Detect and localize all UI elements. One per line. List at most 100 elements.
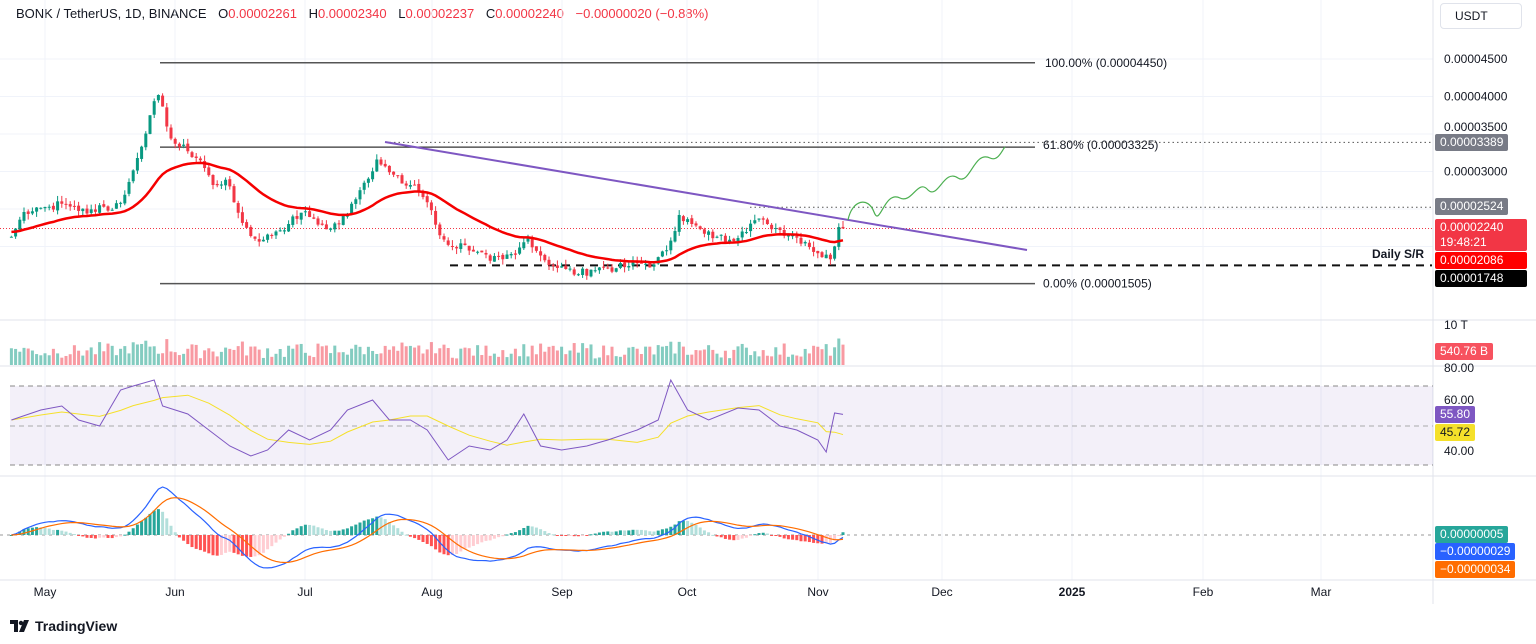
candle-body [85,208,89,214]
candle-body [26,211,30,214]
candle-body [434,210,438,225]
volume-bar [530,345,534,365]
macd-histogram-bar [366,519,370,535]
time-axis-tick: Nov [807,585,828,599]
time-axis: May Jun Jul Aug Sep Oct Nov Dec 2025 Feb Mar [34,585,1332,599]
volume-bar [110,345,114,365]
candle-body [43,206,47,209]
candle-body [837,227,841,247]
candle-body [677,215,681,232]
candle-body [564,265,568,269]
candle-body [89,209,93,213]
candle-body [51,205,55,210]
macd-histogram-bar [123,534,127,536]
macd-histogram-bar [308,524,312,535]
tradingview-logo[interactable]: TradingView [10,618,117,634]
volume-bar [618,356,622,365]
macd-histogram-bar [799,535,803,542]
macd-histogram-bar [148,513,152,535]
macd-histogram-bar [551,534,555,536]
macd-histogram-bar [702,530,706,535]
volume-tag: 540.76 B [1435,343,1494,360]
volume-bar [18,351,22,365]
candle-body [161,95,165,107]
volume-bar [555,350,559,365]
candle-body [9,236,13,238]
volume-bar [753,351,757,365]
candle-body [240,212,244,223]
volume-bar [589,344,593,365]
candle-body [228,179,232,187]
candle-body [446,240,450,245]
time-axis-tick: May [34,585,57,599]
candle-body [652,264,656,267]
volume-bar [732,349,736,365]
volume-bar [656,345,660,365]
currency-button[interactable]: USDT [1440,3,1522,29]
candle-body [295,216,299,219]
candle-body [526,236,530,242]
volume-bar [539,343,543,365]
candle-body [173,138,177,144]
volume-bar [812,345,816,365]
volume-bar [434,353,438,365]
macd-histogram-bar [329,530,333,535]
tradingview-icon [10,620,29,632]
candle-body [93,209,97,212]
volume-bar [471,355,475,365]
volume-bar [47,355,51,365]
volume-bar [249,346,253,365]
macd-histogram-bar [337,530,341,535]
macd-histogram-bar [362,520,366,535]
macd-tag: −0.00000029 [1435,543,1516,560]
volume-bar [68,354,72,365]
candle-body [22,212,26,221]
macd-histogram-bar [354,524,358,535]
macd-histogram-bar [501,535,505,537]
time-axis-tick: Jun [165,585,184,599]
volume-bar [291,348,295,365]
close-value: 0.00002240 [495,6,564,21]
rsi-axis: 80.00 60.00 40.00 [1444,361,1474,458]
candle-body [324,224,328,230]
macd-histogram-bar [413,535,417,539]
volume-bar [610,346,614,365]
volume-bar [299,343,303,365]
macd-histogram-bar [564,535,568,536]
candle-body [644,263,648,265]
volume-bar [543,351,547,365]
macd-histogram-bar [224,535,228,553]
volume-bar [572,343,576,365]
candle-body [18,219,22,230]
volume-bar [257,349,261,365]
candle-body [404,183,408,186]
candle-body [723,235,727,242]
candle-body [576,274,580,276]
candle-body [429,202,433,211]
volume-bar [614,356,618,365]
candle-body [47,206,51,208]
volume-bar [35,354,39,365]
candle-body [551,264,555,266]
macd-histogram-bar [707,532,711,535]
candle-body [669,240,673,251]
candle-body [131,170,135,182]
volume-bar [341,352,345,365]
volume-bar [266,348,270,365]
macd-histogram-bar [648,531,652,535]
candle-body [681,216,685,222]
volume-bar [816,346,820,365]
macd-histogram-bar [513,532,517,535]
volume-bar [665,345,669,365]
volume-bar [799,356,803,365]
macd-histogram-bar [161,511,165,535]
volume-bar [463,347,467,365]
time-axis-tick: Oct [678,585,697,599]
candle-body [400,175,404,184]
candle-body [207,167,211,176]
macd-histogram-bar [371,518,375,535]
candle-body [144,133,148,148]
candle-body [765,219,769,224]
macd-histogram-bar [303,524,307,535]
